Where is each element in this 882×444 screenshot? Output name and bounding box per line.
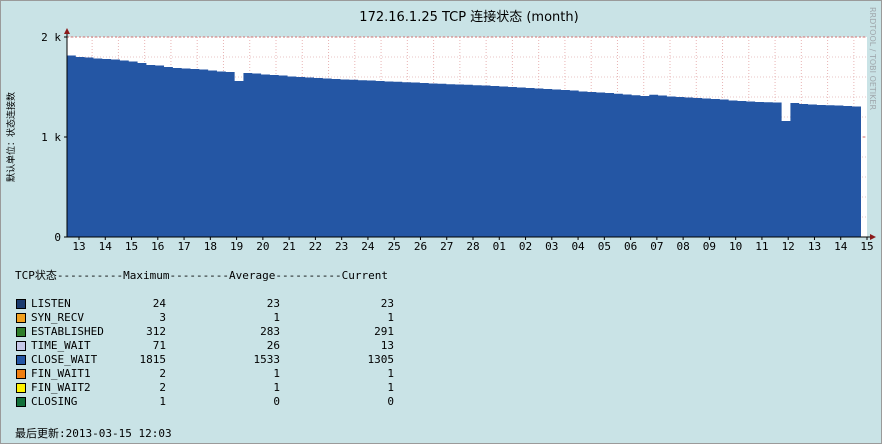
y-tick-label: 2 k	[41, 31, 61, 44]
legend-max-value: 1	[159, 395, 166, 408]
legend-swatch	[16, 383, 26, 393]
area-series	[67, 55, 861, 237]
chart-title: 172.16.1.25 TCP 连接状态 (month)	[359, 9, 578, 25]
legend-avg-value: 26	[266, 339, 280, 352]
legend-series-name: CLOSING	[31, 395, 78, 408]
last-updated-timestamp: :2013-03-15 12:03	[59, 427, 172, 440]
x-tick-label: 11	[755, 240, 768, 253]
legend-series-name: FIN_WAIT1	[31, 367, 91, 380]
x-tick-label: 14	[99, 240, 113, 253]
legend-cur-value: 1	[387, 367, 394, 380]
legend-swatch	[16, 355, 26, 365]
x-tick-label: 03	[545, 240, 558, 253]
legend-swatch	[16, 327, 26, 337]
x-tick-label: 27	[440, 240, 453, 253]
y-axis-label: 默认单位：状态连接数	[5, 92, 17, 182]
x-tick-label: 19	[230, 240, 243, 253]
x-tick-label: 10	[729, 240, 742, 253]
legend-max-value: 1815	[139, 353, 167, 366]
legend-row-syn_recv: SYN_RECV 3 1 1	[15, 311, 395, 325]
legend-max-value: 2	[159, 367, 166, 380]
last-updated: 最后更新:2013-03-15 12:03	[15, 425, 172, 441]
legend-cur-value: 1305	[367, 353, 395, 366]
legend-cur-value: 13	[380, 339, 394, 352]
legend-cur-value: 1	[387, 381, 394, 394]
legend-series-name: SYN_RECV	[31, 311, 84, 324]
x-tick-label: 28	[466, 240, 479, 253]
legend-series-name: CLOSE_WAIT	[31, 353, 98, 366]
legend-swatch	[16, 299, 26, 309]
legend-row-listen: LISTEN 24 23 23	[15, 297, 395, 311]
chart: 172.16.1.25 TCP 连接状态 (month) 默认单位：状态连接数 …	[5, 7, 877, 253]
x-tick-label: 16	[151, 240, 164, 253]
y-ticks: 0 1 k 2 k	[41, 31, 67, 244]
x-tick-label: 25	[388, 240, 401, 253]
legend-max-value: 3	[159, 311, 166, 324]
legend-max-value: 71	[152, 339, 166, 352]
legend-swatch	[16, 397, 26, 407]
series-area-close_wait	[67, 55, 861, 237]
rrdtool-watermark: RRDTOOL / TOBI OETIKER	[868, 7, 877, 110]
x-tick-label: 23	[335, 240, 348, 253]
legend-row-fin_wait1: FIN_WAIT1 2 1 1	[15, 367, 395, 381]
x-ticks: 13 14 15 16 17 18 19 20 21 22 23 24 25 26 27 28 01 02 03 04…	[72, 237, 874, 253]
x-tick-label: 14	[834, 240, 848, 253]
x-tick-label: 01	[493, 240, 506, 253]
legend-row-close_wait: CLOSE_WAIT 1815 1533 1305	[15, 353, 395, 367]
legend-avg-value: 1533	[253, 353, 281, 366]
legend-avg-value: 1	[273, 381, 280, 394]
legend-series-name: TIME_WAIT	[31, 339, 91, 352]
x-tick-label: 08	[677, 240, 690, 253]
legend-swatch	[16, 341, 26, 351]
legend-max-value: 24	[152, 297, 166, 310]
legend-swatch	[16, 369, 26, 379]
x-tick-label: 04	[571, 240, 585, 253]
x-tick-label: 15	[860, 240, 873, 253]
x-tick-label: 09	[703, 240, 716, 253]
legend-swatch	[16, 313, 26, 323]
x-axis-arrow	[870, 234, 876, 240]
x-tick-label: 05	[598, 240, 611, 253]
legend-avg-value: 23	[266, 297, 280, 310]
last-updated-label: 最后更新	[15, 427, 59, 440]
x-tick-label: 13	[72, 240, 85, 253]
legend-series-name: ESTABLISHED	[31, 325, 104, 338]
legend-row-time_wait: TIME_WAIT 71 26 13	[15, 339, 395, 353]
legend-series-name: FIN_WAIT2	[31, 381, 91, 394]
legend-row-established: ESTABLISHED 312 283 291	[15, 325, 395, 339]
y-axis-arrow	[64, 28, 70, 34]
x-tick-label: 06	[624, 240, 637, 253]
x-tick-label: 15	[125, 240, 138, 253]
axes	[64, 28, 876, 240]
legend-avg-value: 283	[260, 325, 280, 338]
legend-max-value: 2	[159, 381, 166, 394]
legend-row-closing: CLOSING 1 0 0	[15, 395, 395, 409]
x-tick-label: 07	[650, 240, 663, 253]
legend-cur-value: 23	[380, 297, 394, 310]
x-tick-label: 12	[782, 240, 795, 253]
legend-max-value: 312	[146, 325, 166, 338]
x-tick-label: 17	[177, 240, 190, 253]
x-tick-label: 22	[309, 240, 322, 253]
y-tick-label: 0	[54, 231, 61, 244]
legend-cur-value: 1	[387, 311, 394, 324]
legend-avg-value: 0	[273, 395, 280, 408]
legend: TCP状态----------Maximum---------Average--…	[15, 269, 394, 408]
x-tick-label: 20	[256, 240, 269, 253]
legend-header: TCP状态----------Maximum---------Average--…	[15, 269, 388, 282]
x-tick-label: 13	[808, 240, 821, 253]
x-tick-label: 21	[283, 240, 296, 253]
legend-row-fin_wait2: FIN_WAIT2 2 1 1	[15, 381, 395, 395]
legend-cur-value: 291	[374, 325, 394, 338]
x-tick-label: 26	[414, 240, 427, 253]
x-tick-label: 24	[361, 240, 375, 253]
legend-cur-value: 0	[387, 395, 394, 408]
legend-avg-value: 1	[273, 311, 280, 324]
legend-series-name: LISTEN	[31, 297, 71, 310]
x-tick-label: 18	[204, 240, 217, 253]
legend-avg-value: 1	[273, 367, 280, 380]
x-tick-label: 02	[519, 240, 532, 253]
y-tick-label: 1 k	[41, 131, 61, 144]
